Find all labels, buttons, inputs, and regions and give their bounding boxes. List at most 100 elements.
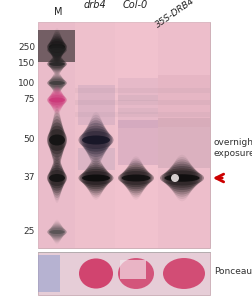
Ellipse shape (51, 112, 63, 167)
Ellipse shape (48, 38, 65, 57)
Ellipse shape (49, 48, 65, 52)
Bar (38, 252, 209, 295)
Ellipse shape (47, 79, 67, 87)
Ellipse shape (48, 59, 66, 69)
Ellipse shape (117, 171, 153, 185)
Ellipse shape (168, 159, 195, 197)
Bar (158, 118, 209, 168)
Ellipse shape (161, 168, 201, 188)
Ellipse shape (51, 54, 63, 74)
Ellipse shape (50, 34, 64, 60)
Ellipse shape (49, 91, 64, 110)
Text: Ponceau: Ponceau (213, 268, 251, 277)
Bar (115, 22, 158, 248)
Bar (117, 108, 158, 114)
Ellipse shape (52, 109, 62, 171)
Text: 37: 37 (23, 173, 35, 182)
Ellipse shape (123, 163, 148, 194)
Ellipse shape (47, 41, 67, 53)
Bar (38, 30, 75, 62)
Bar (75, 100, 209, 105)
Ellipse shape (50, 116, 64, 164)
Ellipse shape (48, 168, 66, 188)
Ellipse shape (51, 32, 63, 62)
Ellipse shape (120, 167, 150, 189)
Bar (119, 260, 145, 279)
Ellipse shape (48, 78, 66, 88)
Ellipse shape (49, 56, 64, 72)
Text: overnight
exposure: overnight exposure (213, 138, 252, 158)
Bar (78, 85, 115, 125)
Text: 25: 25 (23, 227, 35, 236)
Ellipse shape (51, 222, 63, 242)
Text: 75: 75 (23, 95, 35, 104)
Ellipse shape (52, 72, 62, 94)
Ellipse shape (49, 134, 65, 146)
Bar (117, 120, 158, 165)
Ellipse shape (49, 163, 64, 193)
Ellipse shape (82, 175, 110, 182)
Ellipse shape (48, 165, 65, 191)
Ellipse shape (52, 53, 62, 75)
Ellipse shape (48, 39, 66, 55)
Ellipse shape (170, 174, 178, 182)
Ellipse shape (164, 174, 199, 182)
Ellipse shape (48, 226, 65, 238)
Ellipse shape (48, 58, 65, 70)
Ellipse shape (125, 160, 146, 196)
Ellipse shape (49, 75, 64, 91)
Ellipse shape (49, 36, 64, 58)
Ellipse shape (159, 170, 203, 185)
Ellipse shape (50, 74, 64, 92)
Ellipse shape (50, 41, 64, 59)
Ellipse shape (163, 166, 200, 190)
Ellipse shape (166, 161, 196, 194)
Ellipse shape (49, 224, 64, 240)
Ellipse shape (82, 136, 110, 145)
Text: drb4: drb4 (83, 0, 106, 10)
Ellipse shape (81, 167, 110, 189)
Ellipse shape (47, 46, 67, 54)
Ellipse shape (49, 98, 65, 103)
Ellipse shape (48, 76, 65, 89)
Ellipse shape (84, 163, 107, 194)
Ellipse shape (51, 88, 63, 112)
Ellipse shape (51, 158, 63, 198)
Text: 35S-DRB4: 35S-DRB4 (153, 0, 196, 30)
Text: 100: 100 (18, 79, 35, 88)
Ellipse shape (121, 175, 150, 182)
Bar (117, 78, 158, 128)
Bar (75, 22, 115, 248)
Ellipse shape (52, 39, 62, 61)
Ellipse shape (50, 160, 64, 196)
Ellipse shape (48, 92, 65, 108)
Ellipse shape (49, 81, 65, 85)
Ellipse shape (82, 123, 109, 157)
Ellipse shape (86, 115, 105, 165)
Ellipse shape (52, 156, 62, 200)
Text: 50: 50 (23, 136, 35, 145)
Ellipse shape (48, 45, 66, 55)
Ellipse shape (52, 30, 62, 64)
Ellipse shape (122, 165, 149, 191)
Ellipse shape (85, 118, 106, 163)
Ellipse shape (48, 94, 66, 106)
Ellipse shape (80, 169, 112, 187)
Ellipse shape (48, 227, 66, 237)
Ellipse shape (49, 230, 65, 234)
Bar (75, 112, 209, 117)
Ellipse shape (47, 170, 67, 186)
Ellipse shape (51, 40, 63, 60)
Ellipse shape (47, 60, 67, 68)
Ellipse shape (84, 120, 107, 160)
Ellipse shape (126, 158, 145, 198)
Bar (38, 22, 209, 248)
Text: 250: 250 (18, 43, 35, 52)
Ellipse shape (165, 164, 198, 192)
Bar (75, 88, 209, 93)
Text: M: M (53, 7, 62, 17)
Ellipse shape (49, 119, 64, 161)
Ellipse shape (49, 174, 65, 182)
Ellipse shape (50, 223, 64, 241)
Ellipse shape (47, 129, 67, 151)
